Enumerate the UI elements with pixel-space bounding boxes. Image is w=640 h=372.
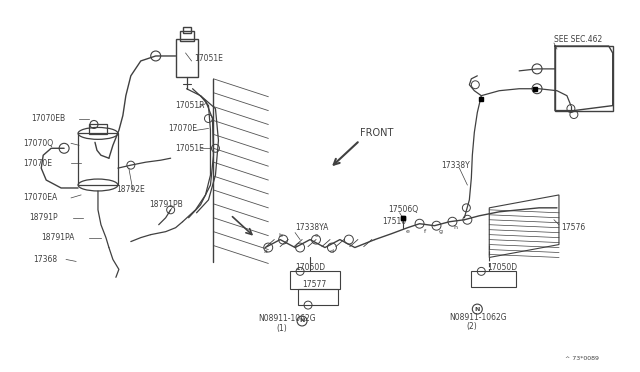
Text: 17051R: 17051R (175, 101, 205, 110)
Text: h: h (453, 225, 458, 230)
Text: 17070Q: 17070Q (23, 139, 53, 148)
Text: 17506Q: 17506Q (388, 205, 418, 214)
Text: 17051E: 17051E (195, 54, 223, 64)
Text: 17050D: 17050D (487, 263, 517, 272)
Text: 17577: 17577 (302, 280, 326, 289)
Bar (298, 289, 338, 305)
Bar (182, 27, 191, 33)
Bar (180, 31, 193, 41)
Text: f: f (424, 229, 426, 234)
Bar (290, 271, 340, 289)
Text: 17338YA: 17338YA (295, 223, 328, 232)
Text: 17368: 17368 (33, 255, 58, 264)
Text: 17070E: 17070E (23, 159, 52, 168)
Text: SEE SEC.462: SEE SEC.462 (554, 35, 602, 44)
Bar (471, 271, 516, 287)
Text: N08911-1062G: N08911-1062G (259, 314, 316, 324)
Text: 17070E: 17070E (169, 124, 198, 133)
Text: a: a (263, 249, 267, 254)
Text: d: d (330, 249, 334, 254)
Text: (1): (1) (276, 324, 287, 333)
Bar (175, 39, 198, 77)
Text: 17510: 17510 (381, 217, 406, 226)
Text: b: b (278, 233, 282, 238)
Text: 17050D: 17050D (295, 263, 325, 272)
Text: 18791PA: 18791PA (41, 233, 75, 242)
Text: 17070EA: 17070EA (23, 193, 58, 202)
Text: 17576: 17576 (561, 223, 585, 232)
Text: N: N (475, 307, 480, 312)
Text: FRONT: FRONT (360, 128, 393, 138)
Text: N: N (300, 318, 305, 324)
Text: c: c (314, 233, 318, 238)
Text: (2): (2) (466, 323, 477, 331)
Text: g: g (438, 229, 442, 234)
Text: 18791PB: 18791PB (148, 201, 182, 209)
Text: N08911-1062G: N08911-1062G (449, 312, 507, 321)
Text: 18791P: 18791P (29, 213, 58, 222)
Bar (555, 46, 612, 110)
Bar (89, 125, 107, 134)
Text: ^ 73*0089: ^ 73*0089 (564, 356, 599, 361)
Text: 18792E: 18792E (116, 186, 145, 195)
Text: 17338Y: 17338Y (442, 161, 470, 170)
Text: 17070EB: 17070EB (31, 114, 65, 123)
Text: 17051E: 17051E (175, 144, 205, 153)
Text: e: e (406, 229, 410, 234)
Bar (78, 134, 118, 185)
